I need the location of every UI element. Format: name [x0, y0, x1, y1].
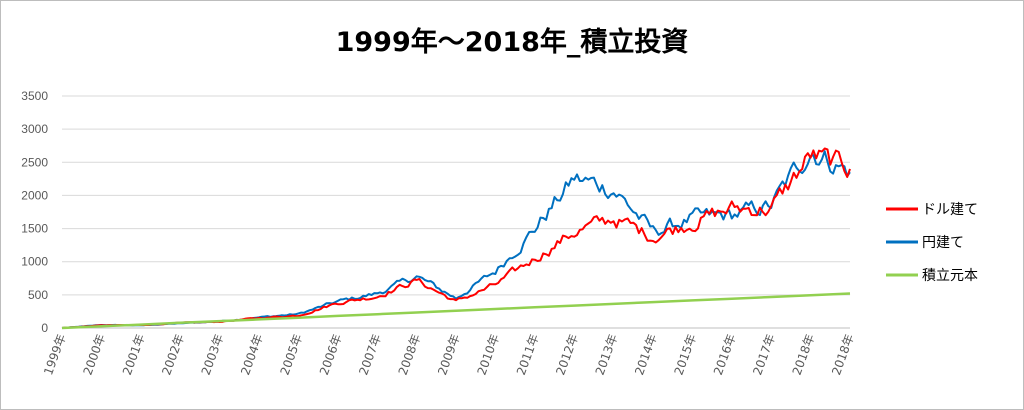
x-tick-label: 2007年 — [356, 332, 384, 377]
x-tick-label: 2009年 — [435, 332, 463, 377]
x-tick-label: 2018年 — [790, 332, 818, 377]
y-tick-label: 0 — [41, 321, 48, 335]
series-line-2 — [61, 292, 851, 330]
y-tick-label: 3000 — [21, 122, 48, 136]
series-line-0 — [61, 147, 851, 329]
x-tick-label: 2014年 — [632, 332, 660, 377]
x-tick-label: 2013年 — [593, 332, 621, 377]
x-tick-label: 2018年 — [829, 332, 857, 377]
x-tick-label: 2003年 — [199, 332, 227, 377]
y-tick-label: 2000 — [21, 188, 48, 202]
chart-title: 1999年～2018年_積立投資 — [335, 27, 689, 58]
x-tick-label: 2006年 — [317, 332, 345, 377]
x-tick-label: 2000年 — [81, 332, 109, 377]
x-tick-label: 2015年 — [672, 332, 700, 377]
x-tick-label: 2002年 — [159, 332, 187, 377]
x-tick-label: 2011年 — [514, 332, 542, 377]
x-tick-label: 2005年 — [278, 332, 306, 377]
series-line-1 — [61, 150, 851, 329]
y-tick-labels: 0 500 1000 1500 2000 2500 3000 3500 — [21, 89, 48, 335]
x-tick-label: 2017年 — [750, 332, 778, 377]
x-tick-label: 2001年 — [120, 332, 148, 377]
y-tick-label: 1500 — [21, 222, 48, 236]
gridlines — [62, 95, 850, 329]
y-tick-label: 2500 — [21, 155, 48, 169]
legend-label: ドル建て — [922, 202, 978, 218]
legend-label: 円建て — [922, 235, 964, 251]
y-tick-label: 500 — [28, 288, 48, 302]
y-tick-label: 3500 — [21, 89, 48, 103]
x-tick-label: 2008年 — [396, 332, 424, 377]
x-tick-label: 2010年 — [475, 332, 503, 377]
y-tick-label: 1000 — [21, 255, 48, 269]
x-tick-label: 2012年 — [553, 332, 581, 377]
x-tick-label: 2004年 — [238, 332, 266, 377]
series-lines — [61, 147, 851, 330]
x-tick-label: 1999年 — [41, 332, 69, 377]
legend-label: 積立元本 — [922, 268, 978, 284]
x-tick-labels: 1999年 2000年 2001年 2002年 2003年 2004年 2005年 2006年… — [41, 332, 857, 377]
x-tick-label: 2016年 — [711, 332, 739, 377]
